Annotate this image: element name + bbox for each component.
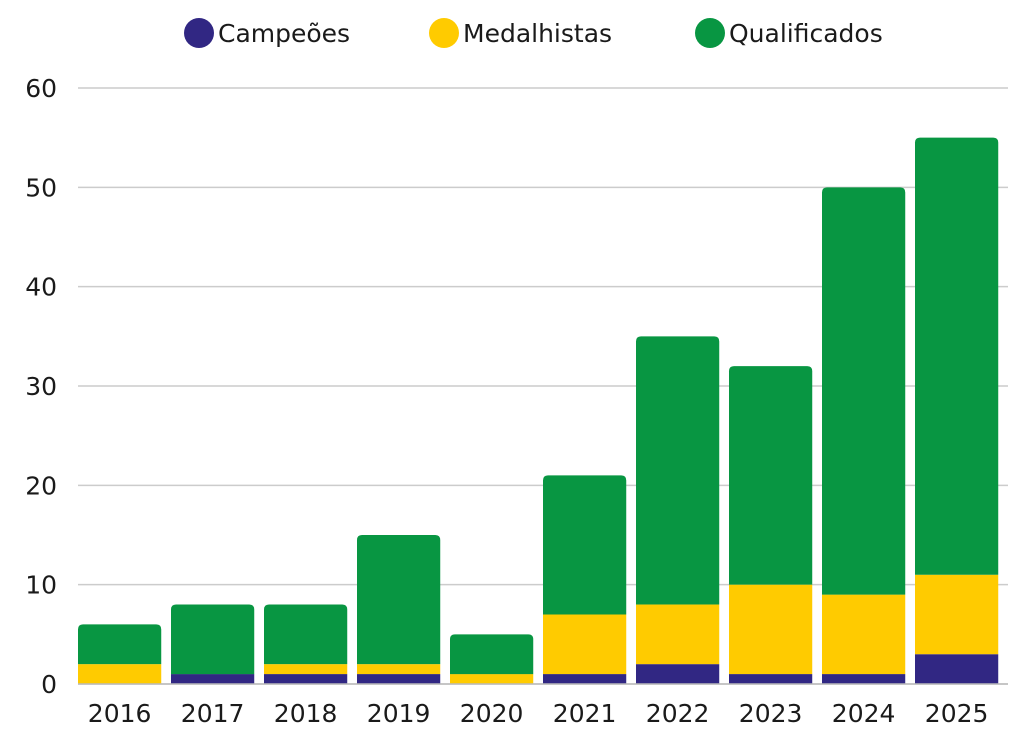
bar-2022-medalhistas[interactable] <box>636 604 720 665</box>
bar-group-2023 <box>729 366 813 684</box>
bar-group-2020 <box>450 634 534 684</box>
bar-2020-qualificados[interactable] <box>450 634 534 675</box>
bar-2016-medalhistas[interactable] <box>78 664 162 684</box>
y-tick-label: 50 <box>25 173 57 202</box>
bar-2023-campeões[interactable] <box>729 674 813 684</box>
bar-2018-medalhistas[interactable] <box>264 664 348 675</box>
legend-label: Campeões <box>218 19 350 48</box>
legend-label: Medalhistas <box>463 19 612 48</box>
legend-item[interactable]: Qualificados <box>695 18 883 48</box>
y-tick-label: 20 <box>25 471 57 500</box>
bar-2017-qualificados[interactable] <box>171 604 255 675</box>
bar-2019-medalhistas[interactable] <box>357 664 441 675</box>
bar-group-2017 <box>171 604 255 684</box>
bar-2024-medalhistas[interactable] <box>822 594 906 675</box>
bar-2021-medalhistas[interactable] <box>543 614 627 675</box>
x-tick-label: 2018 <box>274 699 338 728</box>
x-tick-label: 2025 <box>925 699 989 728</box>
legend-label: Qualificados <box>729 19 883 48</box>
bar-2023-medalhistas[interactable] <box>729 584 813 675</box>
bar-2018-qualificados[interactable] <box>264 604 348 665</box>
y-tick-label: 30 <box>25 372 57 401</box>
bar-2025-campeões[interactable] <box>915 654 999 684</box>
bar-2023-qualificados[interactable] <box>729 366 813 585</box>
x-tick-label: 2016 <box>88 699 152 728</box>
legend-item[interactable]: Campeões <box>184 18 350 48</box>
y-tick-label: 60 <box>25 74 57 103</box>
x-tick-label: 2019 <box>367 699 431 728</box>
bar-group-2022 <box>636 336 720 684</box>
y-tick-label: 40 <box>25 273 57 302</box>
x-tick-label: 2017 <box>181 699 245 728</box>
x-tick-label: 2022 <box>646 699 710 728</box>
bar-2024-qualificados[interactable] <box>822 187 906 595</box>
bar-2020-medalhistas[interactable] <box>450 674 534 684</box>
legend-swatch <box>429 18 459 48</box>
bar-group-2019 <box>357 535 441 684</box>
bar-2021-qualificados[interactable] <box>543 475 627 615</box>
y-tick-label: 0 <box>41 670 57 699</box>
bar-2016-qualificados[interactable] <box>78 624 162 665</box>
legend-swatch <box>695 18 725 48</box>
bar-2019-campeões[interactable] <box>357 674 441 684</box>
bar-group-2018 <box>264 604 348 684</box>
bar-group-2025 <box>915 137 999 684</box>
legend: Campeões Medalhistas Qualificados <box>184 18 883 48</box>
x-tick-label: 2020 <box>460 699 524 728</box>
x-tick-label: 2021 <box>553 699 617 728</box>
y-axis: 0 10 20 30 40 50 60 <box>25 74 57 699</box>
x-tick-label: 2024 <box>832 699 896 728</box>
bar-2018-campeões[interactable] <box>264 674 348 684</box>
bar-2022-campeões[interactable] <box>636 664 720 684</box>
bar-group-2021 <box>543 475 627 684</box>
bar-group-2024 <box>822 187 906 684</box>
x-tick-label: 2023 <box>739 699 803 728</box>
bar-2021-campeões[interactable] <box>543 674 627 684</box>
x-axis: 2016 2017 2018 2019 2020 2021 2022 2023 2024 2025 <box>78 683 1008 728</box>
bar-2017-campeões[interactable] <box>171 674 255 684</box>
bar-group-2016 <box>78 624 162 684</box>
bar-2025-qualificados[interactable] <box>915 137 999 575</box>
y-tick-label: 10 <box>25 571 57 600</box>
legend-swatch <box>184 18 214 48</box>
bar-2024-campeões[interactable] <box>822 674 906 684</box>
bar-2019-qualificados[interactable] <box>357 535 441 665</box>
bar-2022-qualificados[interactable] <box>636 336 720 605</box>
bar-2025-medalhistas[interactable] <box>915 574 999 655</box>
bars <box>78 137 999 684</box>
legend-item[interactable]: Medalhistas <box>429 18 612 48</box>
